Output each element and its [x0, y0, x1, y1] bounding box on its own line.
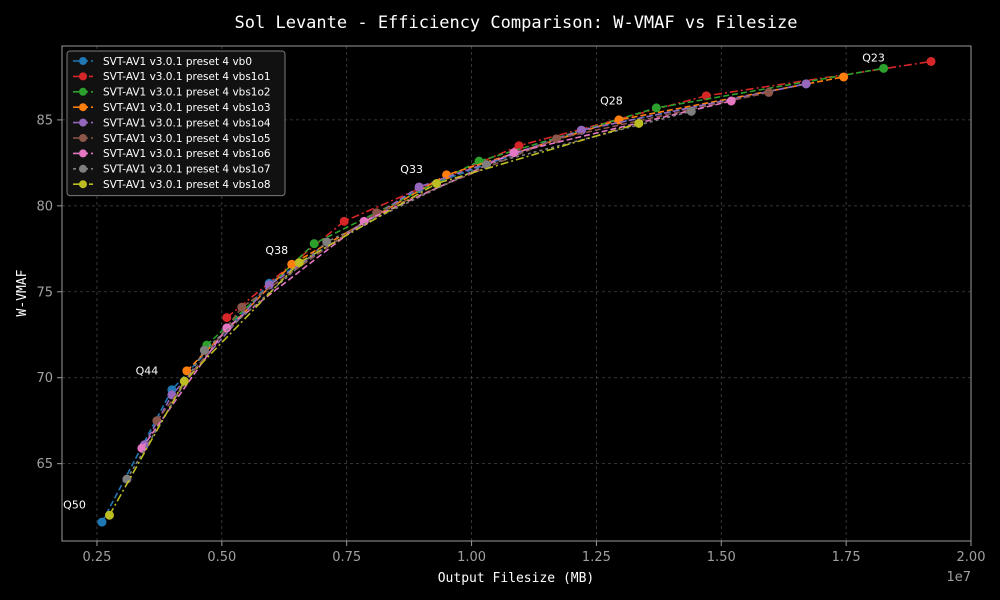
legend-item: SVT-AV1 v3.0.1 preset 4 vbs1o7: [73, 164, 271, 176]
legend-label: SVT-AV1 v3.0.1 preset 4 vbs1o3: [103, 102, 271, 114]
legend-label: SVT-AV1 v3.0.1 preset 4 vbs1o1: [103, 71, 271, 83]
legend-swatch-marker: [79, 72, 87, 81]
x-tick-label: 0.75: [332, 550, 361, 565]
data-point: [726, 96, 736, 106]
y-tick-label: 80: [36, 199, 53, 214]
data-point: [482, 160, 492, 170]
x-tick-label: 1.50: [707, 550, 736, 565]
data-point: [686, 106, 696, 116]
legend-label: SVT-AV1 v3.0.1 preset 4 vb0: [103, 56, 252, 68]
data-point: [432, 179, 442, 188]
quality-annotation: Q28: [600, 94, 623, 107]
chart-title: Sol Levante - Efficiency Comparison: W-V…: [235, 13, 798, 33]
data-point: [222, 323, 232, 333]
legend-item: SVT-AV1 v3.0.1 preset 4 vbs1o5: [73, 133, 271, 145]
series-1: [222, 56, 936, 323]
data-point: [182, 366, 192, 376]
axis-ticks: 0.25 0.50 0.75 1.00 1.25 1.50 1.75 2.00 65 70 75 80…: [36, 113, 985, 565]
data-point: [414, 182, 424, 192]
legend-item: SVT-AV1 v3.0.1 preset 4 vbs1o2: [73, 87, 271, 99]
data-point: [509, 148, 519, 158]
legend-swatch-marker: [79, 134, 87, 142]
legend-label: SVT-AV1 v3.0.1 preset 4 vbs1o2: [103, 87, 271, 99]
data-point: [179, 376, 189, 386]
quality-annotation: Q23: [862, 51, 885, 64]
y-axis-label: W-VMAF: [15, 269, 30, 316]
data-point: [137, 443, 147, 453]
legend-item: SVT-AV1 v3.0.1 preset 4 vb0: [73, 56, 252, 68]
data-point: [237, 302, 247, 312]
legend-swatch-marker: [79, 57, 87, 65]
data-point: [264, 280, 274, 290]
data-point: [576, 125, 586, 135]
legend-item: SVT-AV1 v3.0.1 preset 4 vbs1o1: [73, 71, 271, 83]
legend-item: SVT-AV1 v3.0.1 preset 4 vbs1o4: [73, 117, 271, 129]
data-point: [222, 313, 232, 323]
data-point: [879, 63, 889, 73]
x-axis-label: Output Filesize (MB): [438, 571, 595, 586]
data-point: [514, 141, 524, 151]
legend-label: SVT-AV1 v3.0.1 preset 4 vbs1o7: [103, 164, 271, 176]
plot-frame: [61, 45, 972, 542]
data-point: [287, 259, 297, 269]
legend-item: SVT-AV1 v3.0.1 preset 4 vbs1o6: [73, 148, 271, 160]
legend-swatch-marker: [79, 103, 87, 112]
series-line: [141, 100, 732, 449]
legend-swatch-marker: [79, 164, 87, 173]
data-point: [764, 87, 774, 97]
legend-swatch-marker: [79, 87, 87, 96]
series-line: [206, 67, 884, 346]
data-point: [651, 103, 661, 113]
legend-box: [66, 50, 286, 197]
data-point: [339, 216, 349, 226]
quality-annotation: Q44: [136, 364, 159, 377]
data-point: [294, 258, 304, 268]
quality-annotation: Q33: [400, 163, 423, 176]
x-tick-label: 2.00: [957, 550, 986, 565]
x-tick-label: 0.25: [82, 550, 111, 565]
legend-label: SVT-AV1 v3.0.1 preset 4 vbs1o4: [103, 117, 271, 129]
legend-swatch-marker: [79, 149, 87, 158]
legend: SVT-AV1 v3.0.1 preset 4 vb0 SVT-AV1 v3.0.…: [66, 50, 286, 197]
data-point: [839, 72, 849, 82]
x-tick-label: 1.00: [457, 550, 486, 565]
x-tick-label: 1.25: [582, 550, 611, 565]
data-point: [551, 134, 561, 144]
series-group: [97, 56, 936, 527]
y-tick-label: 65: [36, 457, 53, 472]
y-tick-label: 70: [36, 371, 53, 386]
x-tick-label: 1.75: [832, 550, 861, 565]
data-point: [309, 239, 319, 249]
legend-label: SVT-AV1 v3.0.1 preset 4 vbs1o6: [103, 148, 271, 160]
legend-item: SVT-AV1 v3.0.1 preset 4 vbs1o3: [73, 102, 271, 114]
legend-label: SVT-AV1 v3.0.1 preset 4 vbs1o5: [103, 133, 271, 145]
quality-annotation: Q50: [63, 498, 86, 511]
series-6: [137, 96, 736, 453]
legend-swatch-marker: [79, 118, 87, 127]
quality-annotations: Q50 Q44 Q38 Q33 Q28 Q23: [63, 51, 885, 511]
data-point: [801, 79, 811, 89]
data-point: [97, 517, 107, 527]
data-point: [199, 345, 209, 355]
data-point: [634, 118, 644, 128]
series-8: [104, 118, 644, 520]
data-point: [926, 56, 936, 66]
x-axis-offset-label: 1e7: [946, 570, 971, 585]
y-tick-label: 75: [36, 285, 53, 300]
series-line: [108, 122, 640, 516]
x-tick-label: 0.50: [207, 550, 236, 565]
y-tick-label: 85: [36, 113, 53, 128]
data-point: [322, 237, 332, 247]
legend-label: SVT-AV1 v3.0.1 preset 4 vbs1o8: [103, 179, 271, 191]
data-point: [104, 510, 114, 520]
legend-item: SVT-AV1 v3.0.1 preset 4 vbs1o8: [73, 179, 271, 191]
quality-annotation: Q38: [265, 244, 288, 257]
legend-swatch-marker: [79, 180, 87, 189]
